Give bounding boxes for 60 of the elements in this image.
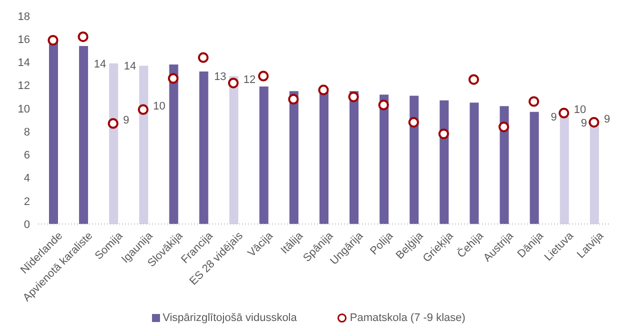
- bar: [169, 64, 178, 224]
- point: [228, 78, 239, 88]
- point: [108, 118, 118, 129]
- bar: [229, 76, 238, 224]
- point: [168, 73, 179, 84]
- y-tick-label: 8: [24, 126, 30, 138]
- data-label: 9: [604, 113, 610, 126]
- bar: [109, 63, 118, 224]
- point: [408, 117, 419, 128]
- point: [258, 70, 269, 82]
- data-label: 14: [124, 60, 136, 73]
- bar: [500, 106, 509, 224]
- y-tick-label: 16: [18, 34, 30, 46]
- point: [138, 104, 148, 115]
- bar: [560, 116, 569, 224]
- point: [438, 128, 450, 140]
- point: [318, 84, 329, 96]
- y-tick-label: 2: [24, 196, 30, 208]
- bar: [139, 66, 148, 224]
- bar: [199, 71, 208, 224]
- data-label: 9: [123, 114, 130, 126]
- y-tick-label: 14: [18, 57, 30, 70]
- bar: [350, 91, 359, 224]
- point: [378, 100, 389, 110]
- bar: [530, 112, 539, 224]
- data-label: 10: [574, 104, 586, 116]
- point: [558, 108, 570, 118]
- bar: [79, 46, 88, 224]
- legend-label: Pamatskola (7 -9 klase): [350, 312, 466, 324]
- point: [498, 122, 510, 132]
- point: [198, 52, 209, 63]
- legend-label: Vispārizglītojošā vidusskola: [162, 312, 297, 324]
- y-tick-label: 0: [24, 218, 30, 231]
- point: [348, 92, 359, 102]
- point: [468, 74, 480, 85]
- point: [288, 94, 299, 104]
- bar: [259, 86, 268, 224]
- data-label: 13: [214, 71, 226, 84]
- bar: [49, 40, 58, 224]
- data-label: 9: [580, 117, 587, 130]
- bar: [470, 102, 479, 224]
- bar: [440, 100, 449, 224]
- bar: [289, 91, 298, 224]
- bar: [410, 96, 419, 224]
- data-label: 9: [550, 112, 557, 124]
- bar: [590, 122, 599, 224]
- bar: [319, 91, 328, 224]
- y-tick-label: 18: [18, 10, 30, 23]
- y-tick-label: 10: [18, 103, 30, 116]
- data-label: 14: [94, 58, 106, 70]
- y-tick-label: 12: [18, 80, 30, 92]
- bar: [380, 94, 389, 224]
- point: [48, 34, 58, 46]
- data-label: 10: [153, 100, 166, 113]
- data-label: 12: [243, 74, 256, 86]
- y-tick-label: 4: [24, 172, 30, 185]
- y-tick-label: 6: [24, 150, 30, 162]
- point: [588, 117, 600, 128]
- point: [528, 96, 540, 107]
- point: [78, 32, 88, 42]
